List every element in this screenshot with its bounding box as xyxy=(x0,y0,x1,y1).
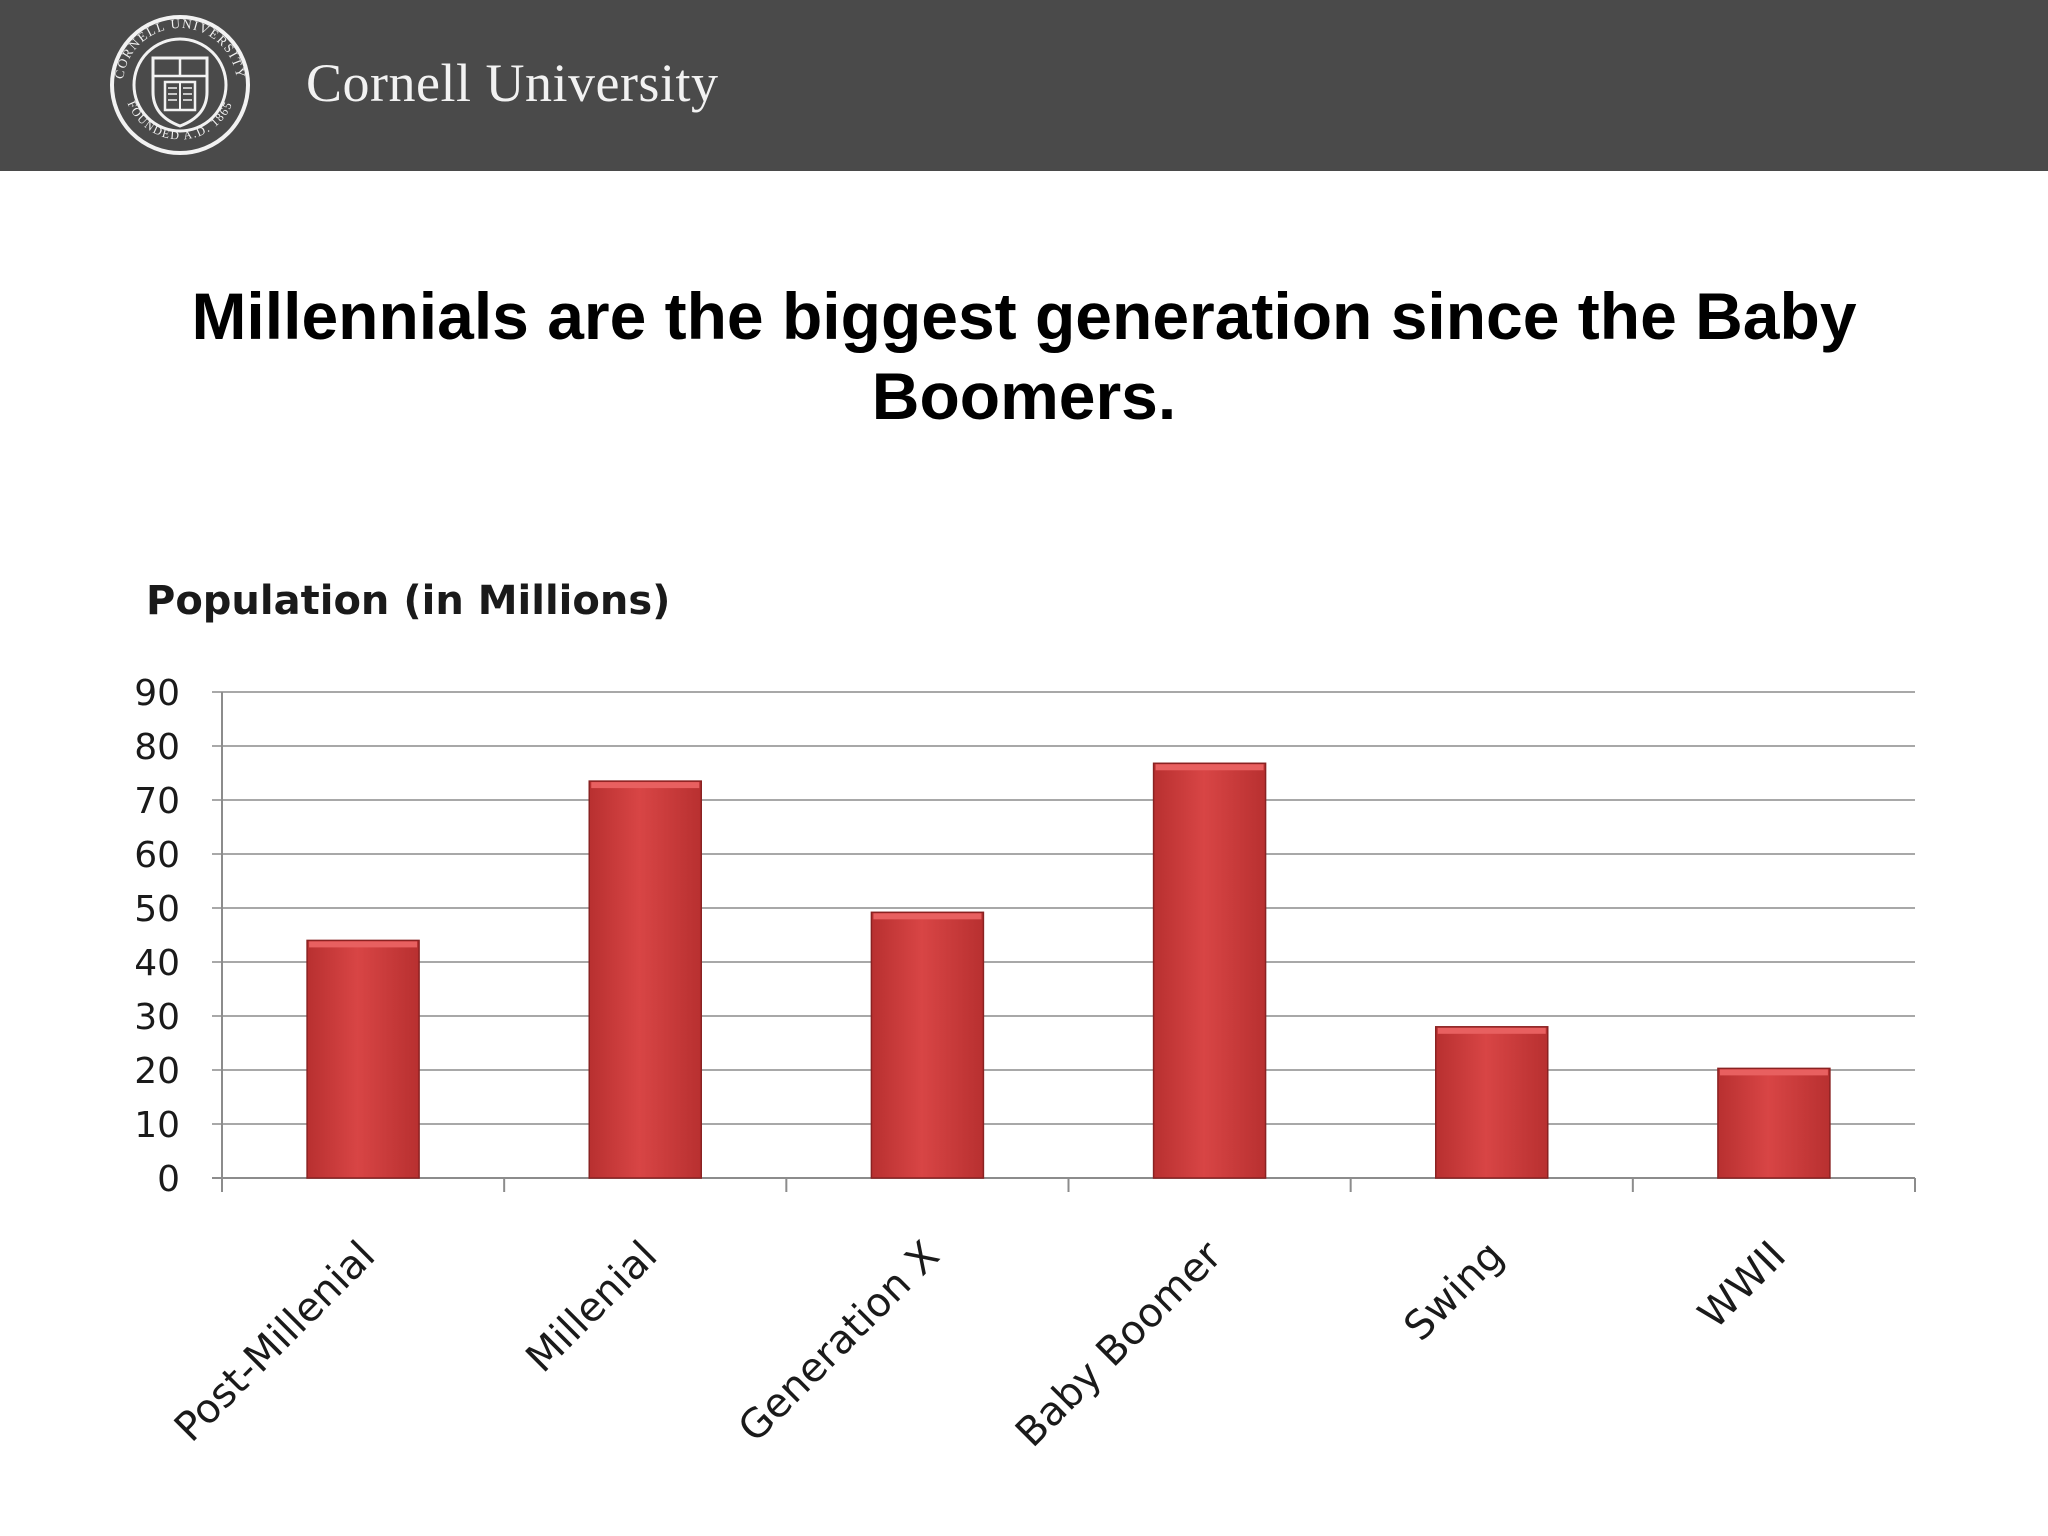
population-bar-chart: Population (in Millions) 0 10 20 30 40 50 60 70 8… xyxy=(0,540,2048,1500)
brand-name: Cornell University xyxy=(306,53,719,113)
y-tick-label: 0 xyxy=(157,1159,180,1200)
y-tick-label: 10 xyxy=(134,1105,180,1146)
y-tick-label: 20 xyxy=(134,1051,180,1092)
bar-post-millenial xyxy=(306,939,420,1179)
bar-swing xyxy=(1435,1026,1549,1179)
x-category-label: Millenial xyxy=(517,1233,666,1382)
y-tick-label: 90 xyxy=(134,673,180,714)
bar-highlight xyxy=(873,913,982,920)
slide-title-line-2: Boomers. xyxy=(871,359,1177,433)
bar-highlight xyxy=(1719,1069,1828,1076)
bar-highlight xyxy=(309,941,418,948)
y-tick-label: 60 xyxy=(134,835,180,876)
y-tick-label: 70 xyxy=(134,781,180,822)
bar-baby-boomer xyxy=(1152,762,1267,1179)
bar-wwii xyxy=(1717,1067,1831,1179)
header-bar: CORNELL UNIVERSITY FOUNDED A.D. 1865 Cor… xyxy=(0,0,2048,171)
x-category-label: Baby Boomer xyxy=(1007,1232,1231,1456)
y-tick-label: 40 xyxy=(134,943,180,984)
x-category-label: Swing xyxy=(1395,1233,1512,1350)
y-tick-label: 30 xyxy=(134,997,180,1038)
x-category-label: WWII xyxy=(1690,1233,1795,1338)
bar-highlight xyxy=(1155,764,1264,771)
cornell-seal-icon: CORNELL UNIVERSITY FOUNDED A.D. 1865 xyxy=(110,15,250,155)
slide-title: Millennials are the biggest generation s… xyxy=(120,276,1928,436)
bar-highlight xyxy=(591,782,700,789)
bar-highlight xyxy=(1437,1027,1546,1034)
bar-generation-x xyxy=(870,911,985,1179)
slide-title-line-1: Millennials are the biggest generation s… xyxy=(191,279,1857,353)
chart-title: Population (in Millions) xyxy=(146,578,670,624)
chart-svg: Population (in Millions) 0 10 20 30 40 50 60 70 8… xyxy=(134,578,1916,1456)
y-tick-label: 50 xyxy=(134,889,180,930)
x-category-label: Generation X xyxy=(730,1233,949,1452)
x-category-label: Post-Millenial xyxy=(166,1233,384,1451)
bar-millenial xyxy=(588,780,702,1179)
y-tick-label: 80 xyxy=(134,727,180,768)
